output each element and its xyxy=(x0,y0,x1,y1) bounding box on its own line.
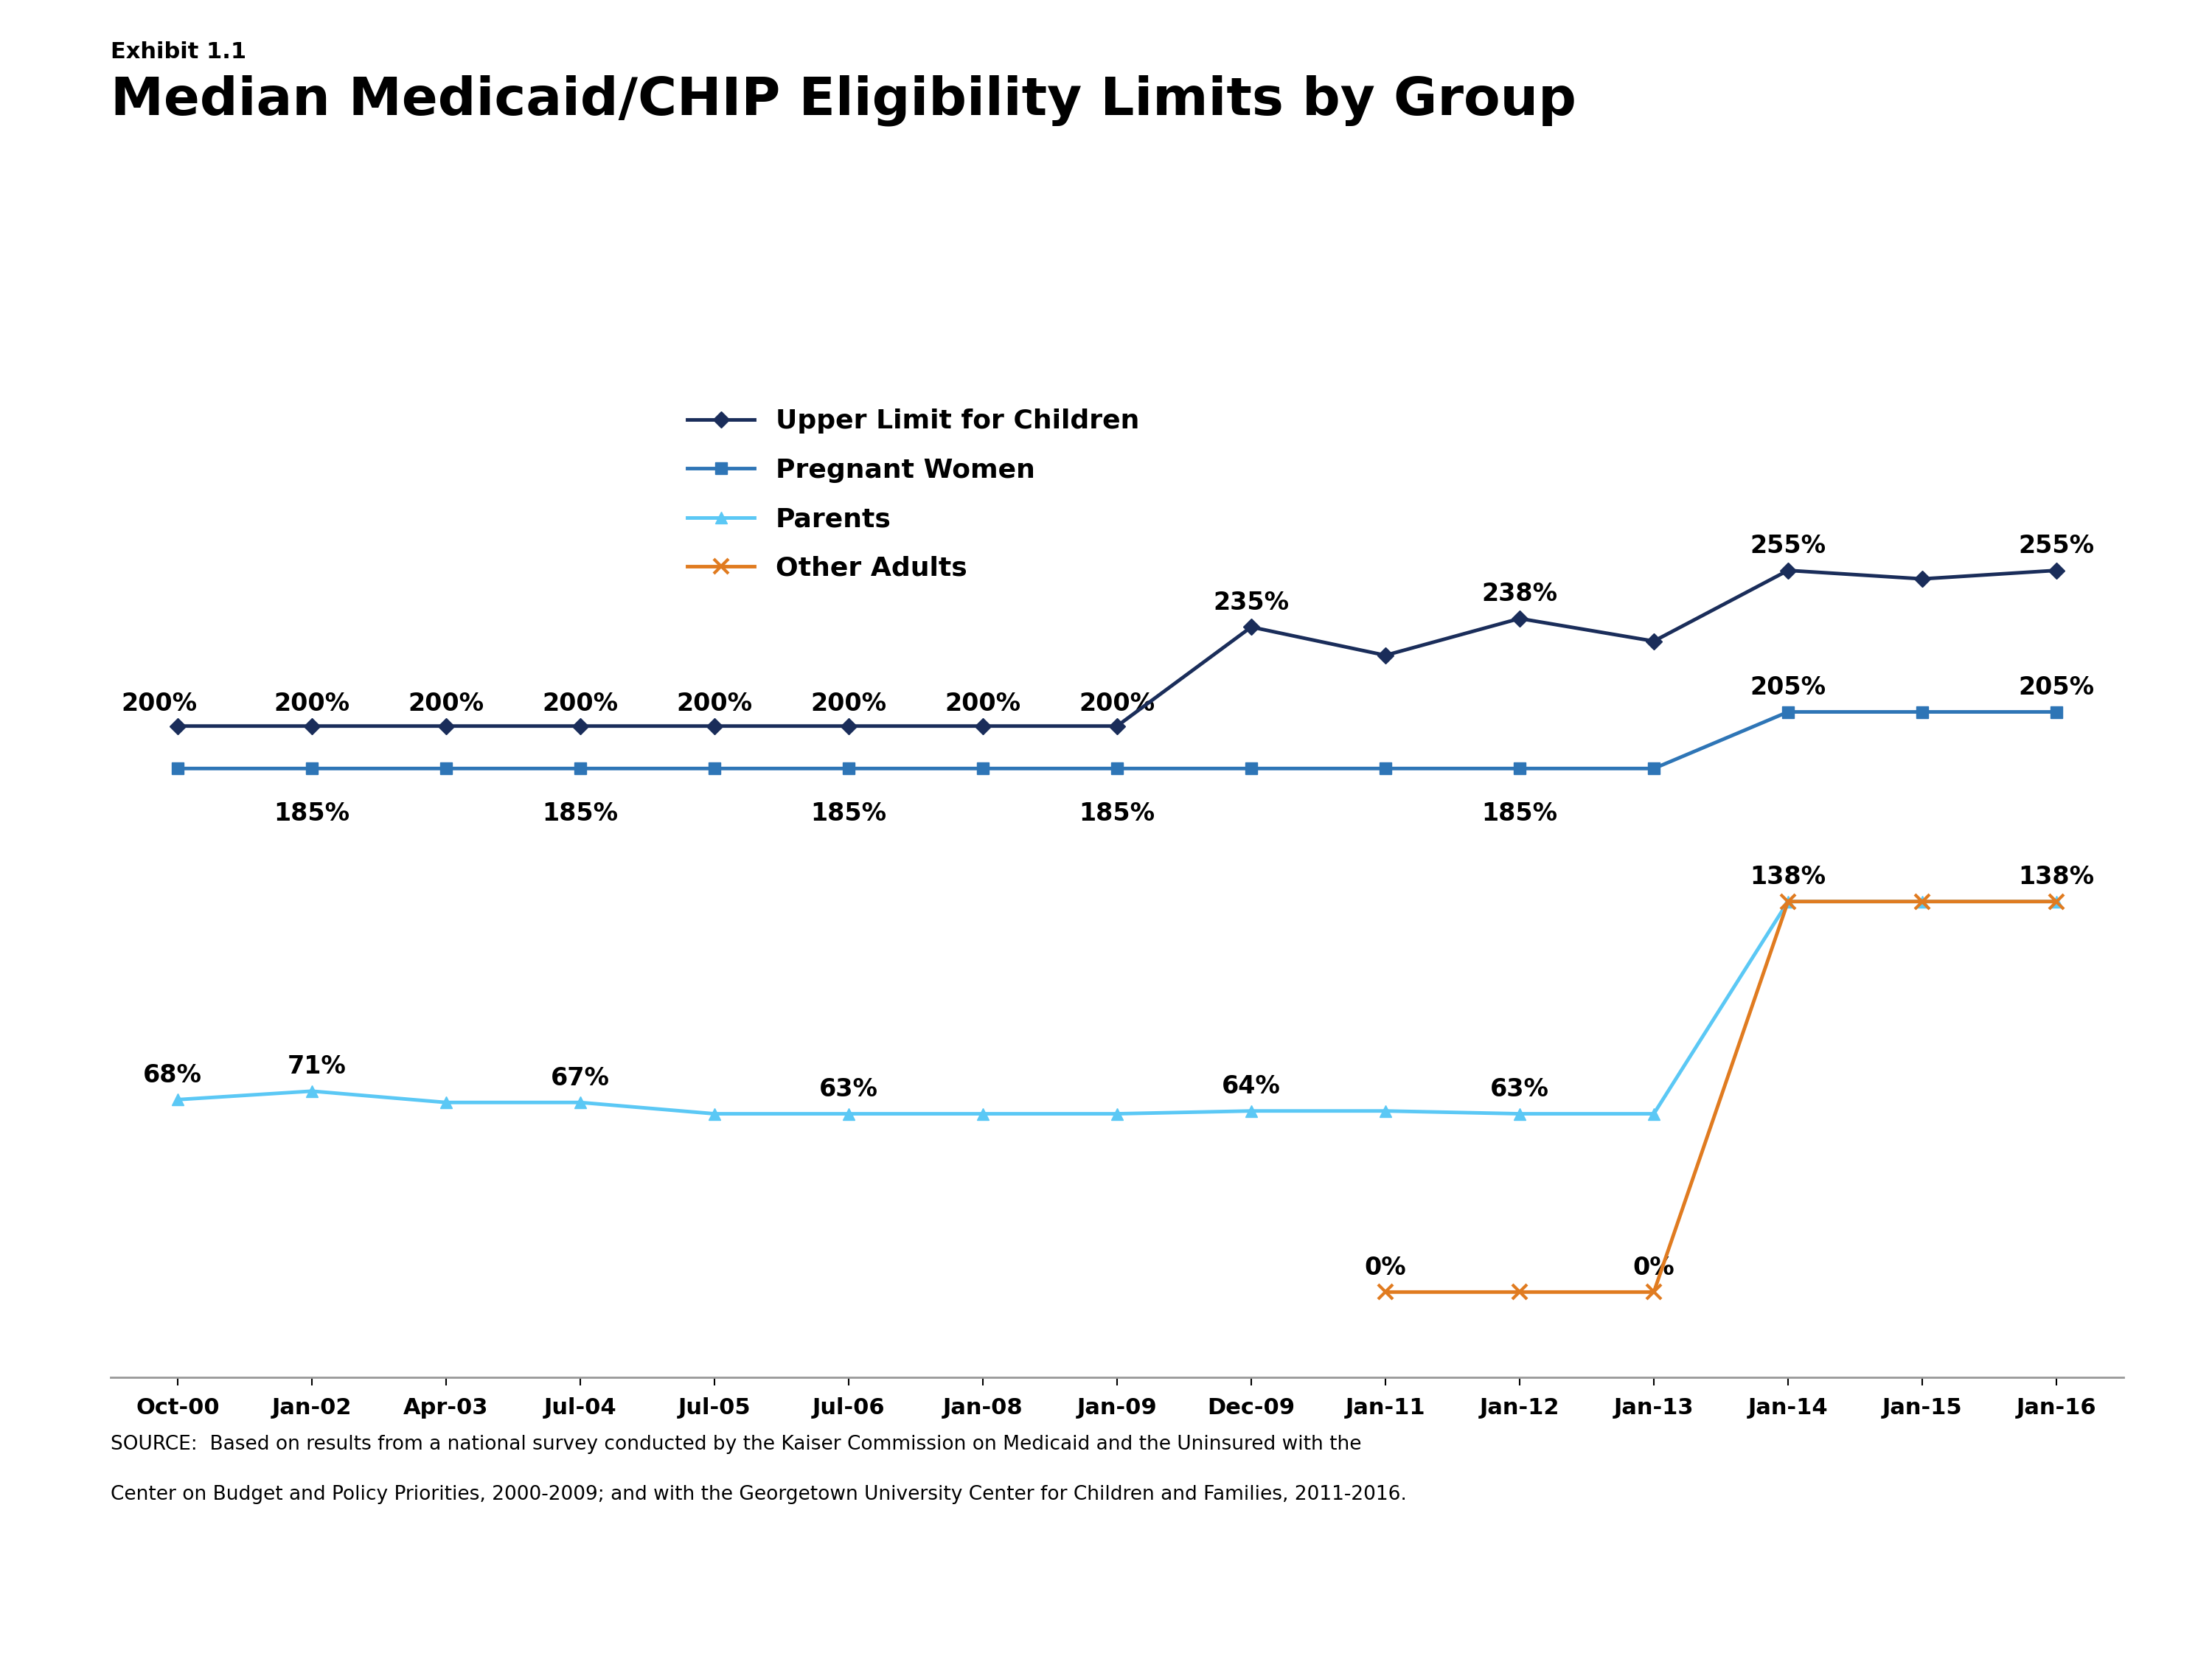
Text: 185%: 185% xyxy=(1079,801,1155,826)
Text: FAMILY: FAMILY xyxy=(2000,1551,2081,1573)
Text: 200%: 200% xyxy=(122,692,197,715)
Text: 0%: 0% xyxy=(1632,1256,1674,1279)
Text: 185%: 185% xyxy=(1482,801,1557,826)
Text: 138%: 138% xyxy=(1750,864,1827,889)
Text: 63%: 63% xyxy=(818,1077,878,1102)
Text: 200%: 200% xyxy=(1079,692,1155,715)
Text: 200%: 200% xyxy=(945,692,1020,715)
Text: 185%: 185% xyxy=(274,801,349,826)
Text: 185%: 185% xyxy=(542,801,617,826)
Text: 138%: 138% xyxy=(2017,864,2095,889)
Text: SOURCE:  Based on results from a national survey conducted by the Kaiser Commiss: SOURCE: Based on results from a national… xyxy=(111,1435,1360,1455)
Text: 255%: 255% xyxy=(1750,534,1827,557)
Text: 200%: 200% xyxy=(274,692,349,715)
Text: 200%: 200% xyxy=(542,692,617,715)
Text: 255%: 255% xyxy=(2017,534,2095,557)
Text: 0%: 0% xyxy=(1365,1256,1407,1279)
Text: 200%: 200% xyxy=(407,692,484,715)
Text: Exhibit 1.1: Exhibit 1.1 xyxy=(111,41,246,63)
Text: 205%: 205% xyxy=(2017,675,2095,700)
Text: 238%: 238% xyxy=(1482,582,1557,606)
Text: 200%: 200% xyxy=(810,692,887,715)
Text: 200%: 200% xyxy=(677,692,752,715)
Text: KAISER: KAISER xyxy=(1991,1513,2090,1538)
Text: 63%: 63% xyxy=(1491,1077,1548,1102)
Text: 67%: 67% xyxy=(551,1065,611,1090)
Legend: Upper Limit for Children, Pregnant Women, Parents, Other Adults: Upper Limit for Children, Pregnant Women… xyxy=(688,408,1139,581)
Text: 68%: 68% xyxy=(144,1063,201,1087)
Text: 64%: 64% xyxy=(1221,1075,1281,1098)
Text: 205%: 205% xyxy=(1750,675,1827,700)
Text: 235%: 235% xyxy=(1212,591,1290,615)
Text: 185%: 185% xyxy=(810,801,887,826)
Text: THE HENRY J.: THE HENRY J. xyxy=(2004,1463,2077,1473)
Text: FOUNDATION: FOUNDATION xyxy=(2004,1604,2077,1614)
Text: Center on Budget and Policy Priorities, 2000-2009; and with the Georgetown Unive: Center on Budget and Policy Priorities, … xyxy=(111,1485,1407,1505)
Text: 71%: 71% xyxy=(288,1055,347,1078)
Text: Median Medicaid/CHIP Eligibility Limits by Group: Median Medicaid/CHIP Eligibility Limits … xyxy=(111,75,1577,126)
